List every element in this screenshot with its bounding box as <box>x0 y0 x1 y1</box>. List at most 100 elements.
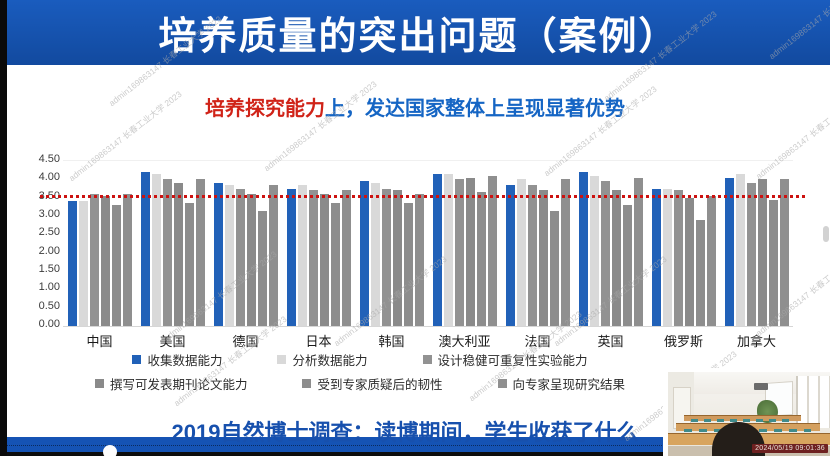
bar <box>100 195 110 326</box>
legend-label: 受到专家质疑后的韧性 <box>317 378 443 392</box>
x-axis-label: 英国 <box>597 334 624 349</box>
webcam-overlay[interactable]: 2024/05/19 09:01:36 <box>663 368 830 456</box>
x-axis-label: 德国 <box>232 334 259 349</box>
y-tick-label: 4.00 <box>38 171 60 184</box>
legend-label: 撰写可发表期刊论文能力 <box>109 378 248 392</box>
bar <box>768 199 778 326</box>
x-axis-label: 美国 <box>159 334 186 349</box>
bar <box>162 179 172 326</box>
bar <box>695 219 705 326</box>
bar <box>403 203 413 326</box>
y-tick-label: 1.00 <box>38 281 60 294</box>
bar-group-6 <box>428 161 501 326</box>
bar <box>735 173 745 326</box>
page-title: 培养质量的突出问题（案例） <box>158 16 679 58</box>
bar <box>487 175 497 326</box>
bar <box>600 181 610 326</box>
bar <box>111 205 121 326</box>
bar <box>611 190 621 326</box>
bar <box>151 173 161 326</box>
legend-swatch <box>277 355 287 364</box>
bar <box>662 188 672 326</box>
bar <box>516 179 526 326</box>
bar <box>330 203 340 326</box>
bar <box>67 201 77 326</box>
bar <box>757 179 767 326</box>
legend-item: 向专家呈现研究结果 <box>497 374 626 393</box>
bar <box>414 194 424 326</box>
scrollbar-thumb[interactable] <box>823 226 829 242</box>
legend-row-2: 撰写可发表期刊论文能力 受到专家质疑后的韧性 向专家呈现研究结果 <box>40 374 680 393</box>
x-axis-label: 日本 <box>305 334 332 349</box>
bar <box>673 190 683 326</box>
subtitle-highlight: 培养探究能力 <box>205 98 325 120</box>
y-tick-label: 4.50 <box>38 153 60 165</box>
bar <box>505 184 515 326</box>
webcam-photo: 2024/05/19 09:01:36 <box>668 372 830 456</box>
bar <box>78 201 88 326</box>
bar <box>432 173 442 326</box>
legend-swatch <box>94 379 104 388</box>
ceiling-projector <box>753 382 769 391</box>
bar <box>246 194 256 326</box>
x-axis-label: 澳大利亚 <box>438 334 491 349</box>
bar <box>359 181 369 326</box>
legend-label: 向专家呈现研究结果 <box>512 378 626 392</box>
bar <box>308 190 318 326</box>
y-tick-label: 0.50 <box>38 299 60 312</box>
bar <box>538 190 548 326</box>
bar <box>684 197 694 326</box>
chair-row-far <box>690 419 792 423</box>
legend-swatch <box>422 355 432 364</box>
reference-line <box>40 194 805 198</box>
bar-group-7 <box>501 161 574 326</box>
legend-swatch <box>132 355 142 364</box>
bar <box>140 172 150 326</box>
y-tick-label: 0.00 <box>38 318 60 330</box>
bar <box>235 188 245 326</box>
legend-swatch <box>497 379 507 388</box>
bar <box>706 195 716 326</box>
bar <box>184 203 194 326</box>
x-axis-label: 韩国 <box>378 334 405 349</box>
legend-swatch <box>302 379 312 388</box>
bar <box>89 194 99 326</box>
x-axis-label: 加拿大 <box>736 334 776 349</box>
bottom-blue-bar <box>0 437 830 452</box>
bar <box>381 188 391 326</box>
bar <box>622 205 632 326</box>
y-tick-label: 1.50 <box>38 263 60 275</box>
bar <box>195 179 205 326</box>
classroom-windows <box>795 376 830 429</box>
bar <box>476 192 486 326</box>
bar <box>443 173 453 326</box>
left-black-edge <box>0 0 7 456</box>
chart-legend: 收集数据能力 分析数据能力 设计稳健可重复性实验能力 撰写可发表期刊论文能力 受到专家… <box>40 350 680 398</box>
subtitle: 培养探究能力上，发达国家整体上呈现显著优势 <box>0 92 830 121</box>
bar <box>465 177 475 326</box>
bar <box>319 194 329 326</box>
bar <box>724 177 734 326</box>
bar <box>454 179 464 326</box>
subtitle-rest: 上，发达国家整体上呈现显著优势 <box>325 98 625 120</box>
bar <box>578 172 588 326</box>
y-axis-labels: 0.00 0.50 1.00 1.50 2.00 2.50 3.00 3.50 4.00 4.50 <box>0 0 60 456</box>
bottom-bar-dotted-line <box>0 445 830 446</box>
bar <box>589 175 599 326</box>
bar-group-1 <box>63 161 136 326</box>
desk-row-far <box>684 414 801 421</box>
bar <box>213 183 223 326</box>
legend-item: 撰写可发表期刊论文能力 <box>94 374 248 393</box>
footer-caption: 2019自然博士调查：读博期间，学生收获了什么 <box>171 420 639 445</box>
bar-group-8 <box>574 161 647 326</box>
bar-group-5 <box>355 161 428 326</box>
bar <box>173 183 183 326</box>
bar-group-2 <box>136 161 209 326</box>
y-tick-label: 2.00 <box>38 244 60 257</box>
player-control-dot[interactable] <box>103 445 117 456</box>
bar-group-10 <box>720 161 793 326</box>
bar <box>549 210 559 326</box>
bar <box>651 188 661 326</box>
bar <box>370 183 380 326</box>
legend-item: 分析数据能力 <box>277 350 368 369</box>
